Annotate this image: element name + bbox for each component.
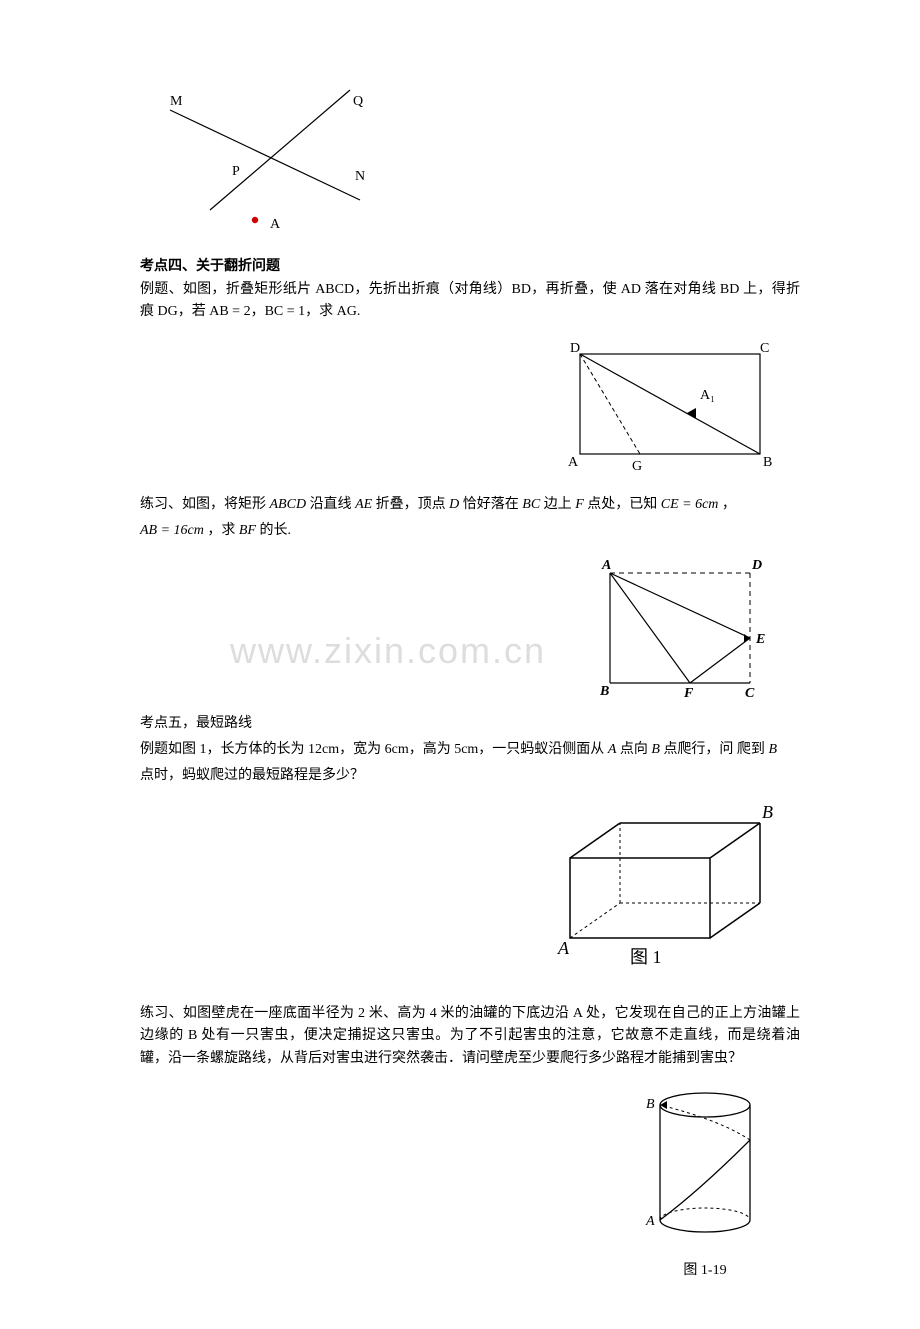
svg-text:图 1: 图 1 — [630, 947, 662, 967]
svg-text:G: G — [632, 459, 642, 474]
svg-text:D: D — [751, 558, 762, 573]
figure-cuboid: A B 图 1 — [140, 798, 780, 973]
svg-text:B: B — [763, 455, 772, 470]
section5-example-text-line2: 点时，蚂蚁爬过的最短路程是多少？ — [140, 765, 800, 787]
figure-rectangle-fold: D C A B G A₁ — [140, 334, 780, 484]
svg-text:A: A — [557, 938, 570, 958]
svg-text:A: A — [645, 1214, 655, 1229]
svg-text:A: A — [568, 455, 579, 470]
svg-text:D: D — [570, 341, 580, 356]
svg-text:C: C — [745, 686, 755, 701]
figure-cylinder: B A 图 1-19 — [140, 1080, 780, 1279]
section5-practice-text: 练习、如图壁虎在一座底面半径为 2 米、高为 4 米的油罐的下底边沿 A 处，它… — [140, 1003, 800, 1070]
cylinder-caption: 图 1-19 — [630, 1259, 780, 1279]
label-Q: Q — [353, 94, 363, 109]
label-N: N — [355, 169, 365, 184]
section5-example-text: 例题如图 1，长方体的长为 12cm，宽为 6cm，高为 5cm，一只蚂蚁沿侧面… — [140, 739, 800, 761]
section4-practice-text: 练习、如图，将矩形 ABCD 沿直线 AE 折叠，顶点 D 恰好落在 BC 边上… — [140, 494, 800, 516]
label-A: A — [270, 217, 281, 232]
label-P: P — [232, 164, 240, 179]
svg-text:B: B — [646, 1097, 655, 1112]
svg-text:A₁: A₁ — [700, 388, 715, 403]
label-M: M — [170, 94, 183, 109]
svg-text:A: A — [601, 558, 611, 573]
figure-square-fold: A D E B F C — [140, 553, 780, 703]
section4-practice-text-line2: AB = 16cm ，求 BF 的长. — [140, 520, 800, 542]
svg-text:C: C — [760, 341, 769, 356]
section5-heading: 考点五，最短路线 — [140, 713, 800, 735]
section4-heading: 考点四、关于翻折问题 — [140, 255, 800, 275]
svg-text:B: B — [762, 802, 773, 822]
section4-example-text: 例题、如图，折叠矩形纸片 ABCD，先折出折痕（对角线）BD，再折叠，使 AD … — [140, 279, 800, 324]
svg-text:F: F — [683, 686, 694, 701]
svg-text:E: E — [755, 632, 765, 647]
figure-crossing-lines: M Q P N A — [150, 80, 800, 245]
svg-text:B: B — [599, 684, 609, 699]
